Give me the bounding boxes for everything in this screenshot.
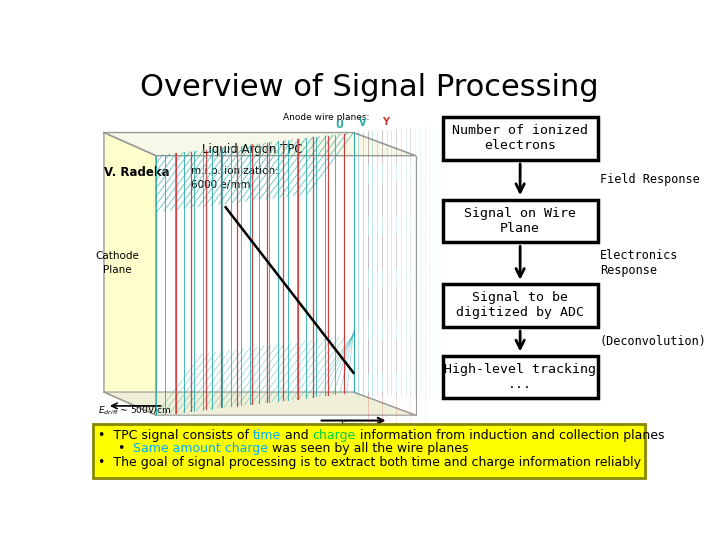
Text: Same amount charge: Same amount charge <box>133 442 268 455</box>
Text: •: • <box>98 442 133 455</box>
Text: Overview of Signal Processing: Overview of Signal Processing <box>140 73 598 103</box>
Text: (Deconvolution): (Deconvolution) <box>600 335 707 348</box>
Text: •  The goal of signal processing is to extract both time and charge information : • The goal of signal processing is to ex… <box>98 456 641 469</box>
Text: Number of ionized
electrons: Number of ionized electrons <box>452 124 588 152</box>
Text: charge: charge <box>312 429 356 442</box>
Text: V. Radeka: V. Radeka <box>104 166 170 179</box>
Polygon shape <box>104 392 415 415</box>
Text: Cathode
Plane: Cathode Plane <box>95 251 139 275</box>
Text: and: and <box>281 429 312 442</box>
Text: m.i.p. ionization:
6000 e/mm: m.i.p. ionization: 6000 e/mm <box>191 166 279 190</box>
Polygon shape <box>104 132 415 156</box>
Text: Signal on Wire
Plane: Signal on Wire Plane <box>464 207 576 235</box>
Text: was seen by all the wire planes: was seen by all the wire planes <box>268 442 469 455</box>
FancyBboxPatch shape <box>443 117 598 159</box>
Text: •  TPC signal consists of: • TPC signal consists of <box>98 429 253 442</box>
FancyBboxPatch shape <box>93 424 645 478</box>
Text: time: time <box>253 429 281 442</box>
Text: information from induction and collection planes: information from induction and collectio… <box>356 429 665 442</box>
Text: High-level tracking
...: High-level tracking ... <box>444 363 596 391</box>
Text: Anode wire planes:: Anode wire planes: <box>283 113 369 122</box>
Text: time: time <box>341 421 366 431</box>
Text: Electronics
Response: Electronics Response <box>600 249 678 277</box>
FancyBboxPatch shape <box>443 356 598 398</box>
Text: V: V <box>359 118 366 129</box>
FancyBboxPatch shape <box>443 200 598 242</box>
Text: Field Response: Field Response <box>600 173 700 186</box>
Text: Signal to be
digitized by ADC: Signal to be digitized by ADC <box>456 292 584 320</box>
Polygon shape <box>104 132 156 415</box>
FancyBboxPatch shape <box>443 284 598 327</box>
Text: $E_{drift}$ ~ 500V/cm: $E_{drift}$ ~ 500V/cm <box>98 404 172 417</box>
Text: Liquid Argon TPC: Liquid Argon TPC <box>202 143 303 157</box>
Text: Y: Y <box>382 117 390 127</box>
Text: U: U <box>336 120 343 130</box>
